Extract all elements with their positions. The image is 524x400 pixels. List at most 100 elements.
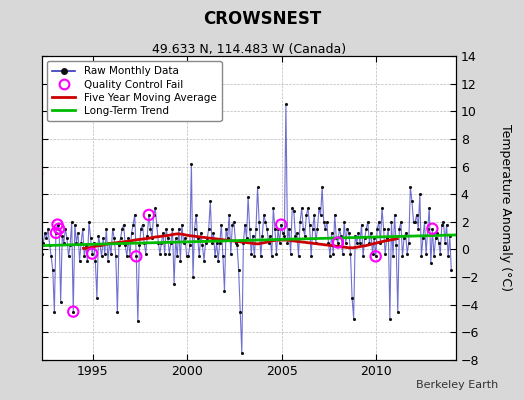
Point — [234, 267, 243, 273]
Point — [293, 230, 301, 236]
Point — [447, 267, 455, 273]
Point — [339, 250, 347, 257]
Point — [316, 212, 325, 218]
Point — [383, 235, 391, 242]
Point — [88, 250, 96, 257]
Point — [41, 230, 49, 236]
Point — [304, 205, 312, 211]
Point — [233, 242, 241, 248]
Point — [181, 235, 189, 242]
Point — [193, 235, 202, 242]
Point — [274, 226, 282, 232]
Point — [168, 226, 177, 232]
Point — [417, 253, 425, 260]
Point — [239, 239, 247, 246]
Point — [134, 318, 142, 324]
Point — [97, 253, 106, 260]
Point — [208, 239, 216, 246]
Point — [226, 250, 235, 257]
Point — [206, 198, 214, 204]
Point — [337, 232, 345, 239]
Point — [431, 235, 440, 242]
Point — [386, 315, 394, 322]
Point — [198, 242, 206, 248]
Point — [214, 257, 222, 264]
Point — [272, 250, 281, 257]
Point — [282, 101, 290, 108]
Point — [93, 295, 101, 301]
Point — [135, 242, 144, 248]
Point — [430, 253, 438, 260]
Point — [55, 226, 63, 232]
Point — [236, 308, 244, 315]
Point — [149, 212, 158, 218]
Point — [58, 232, 67, 239]
Point — [390, 212, 399, 218]
Point — [301, 232, 309, 239]
Point — [427, 260, 435, 266]
Point — [55, 226, 63, 232]
Point — [69, 308, 78, 315]
Point — [370, 235, 378, 242]
Point — [320, 219, 328, 225]
Point — [46, 242, 54, 248]
Point — [94, 232, 103, 239]
Point — [162, 226, 170, 232]
Point — [276, 239, 284, 246]
Point — [326, 253, 334, 260]
Point — [411, 219, 419, 225]
Point — [389, 253, 397, 260]
Point — [379, 226, 388, 232]
Point — [145, 212, 153, 218]
Point — [77, 239, 85, 246]
Point — [357, 221, 366, 228]
Point — [359, 253, 367, 260]
Point — [373, 226, 381, 232]
Point — [141, 250, 150, 257]
Point — [351, 232, 359, 239]
Point — [182, 253, 191, 260]
Point — [439, 219, 447, 225]
Point — [422, 250, 430, 257]
Point — [420, 219, 429, 225]
Point — [49, 267, 57, 273]
Point — [285, 226, 293, 232]
Point — [368, 250, 377, 257]
Point — [400, 235, 408, 242]
Point — [312, 239, 320, 246]
Point — [298, 205, 306, 211]
Point — [425, 205, 433, 211]
Point — [80, 253, 89, 260]
Point — [86, 235, 95, 242]
Point — [99, 235, 107, 242]
Point — [219, 253, 227, 260]
Point — [173, 253, 181, 260]
Point — [88, 250, 96, 257]
Point — [318, 184, 326, 190]
Point — [174, 226, 183, 232]
Point — [412, 212, 421, 218]
Point — [118, 226, 126, 232]
Point — [107, 250, 115, 257]
Point — [225, 212, 233, 218]
Point — [397, 219, 405, 225]
Point — [348, 295, 356, 301]
Point — [39, 239, 48, 246]
Point — [329, 250, 337, 257]
Point — [438, 221, 446, 228]
Point — [280, 232, 289, 239]
Point — [307, 253, 315, 260]
Point — [237, 350, 246, 356]
Point — [211, 253, 219, 260]
Point — [170, 281, 178, 287]
Point — [215, 239, 224, 246]
Point — [79, 226, 87, 232]
Point — [279, 230, 287, 236]
Point — [217, 221, 225, 228]
Point — [152, 221, 161, 228]
Y-axis label: Temperature Anomaly (°C): Temperature Anomaly (°C) — [499, 124, 511, 292]
Point — [260, 212, 268, 218]
Point — [419, 235, 427, 242]
Point — [436, 250, 444, 257]
Point — [257, 253, 265, 260]
